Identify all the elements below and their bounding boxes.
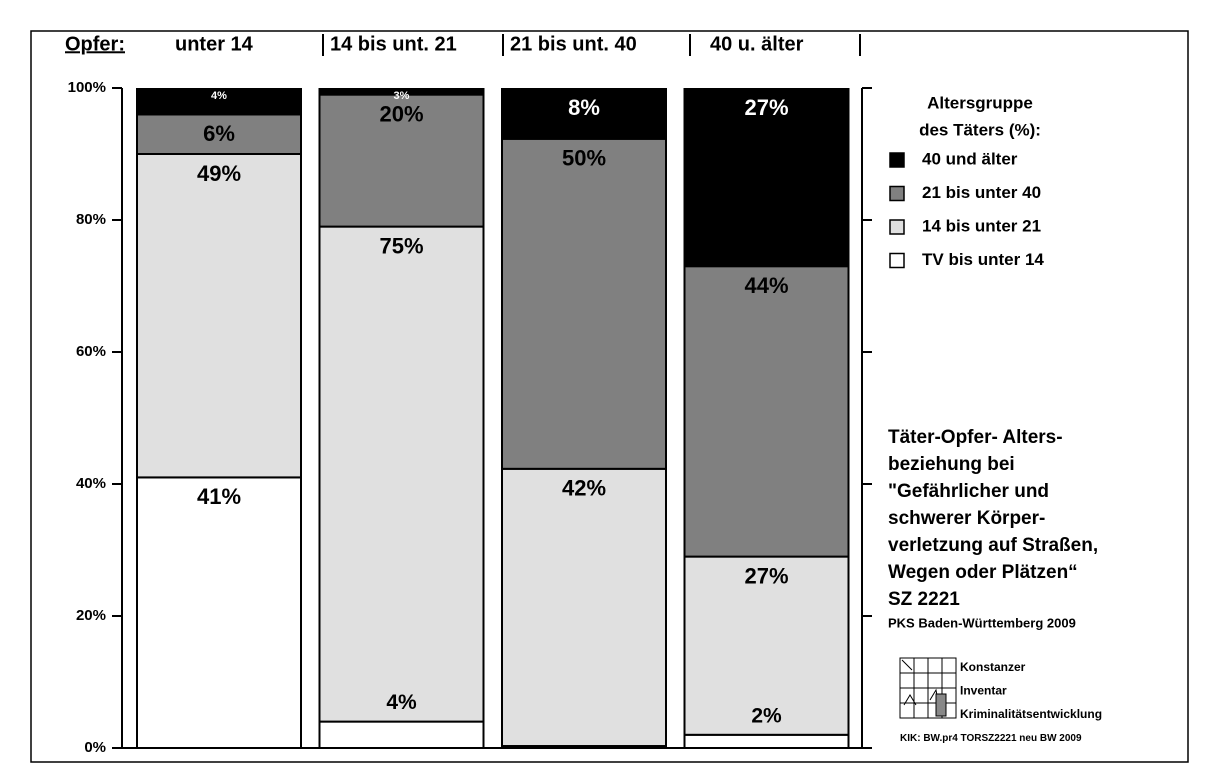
logo-text: Kriminalitätsentwicklung — [960, 707, 1102, 721]
value-label: 75% — [379, 233, 423, 258]
value-label: 50% — [562, 146, 606, 171]
legend-swatch — [889, 152, 905, 168]
value-label: 20% — [379, 101, 423, 126]
legend-swatch — [889, 252, 905, 269]
bar-segment — [683, 555, 850, 736]
value-label: 49% — [197, 161, 241, 186]
legend-label: 40 und älter — [922, 149, 1018, 168]
value-label: 42% — [562, 476, 606, 501]
bar-segment — [136, 476, 302, 748]
legend-label: 21 bis unter 40 — [922, 183, 1041, 202]
x-tick-label: unter 14 — [175, 33, 254, 55]
legend-label: TV bis unter 14 — [922, 250, 1044, 269]
y-tick-label: 100% — [68, 79, 106, 96]
legend-title: des Täters (%): — [919, 120, 1041, 139]
source: PKS Baden-Württemberg 2009 — [888, 615, 1076, 630]
logo-text: Konstanzer — [960, 660, 1026, 674]
y-tick-label: 60% — [76, 343, 106, 360]
annotation: schwerer Körper- — [888, 508, 1045, 529]
x-tick-label: 21 bis unt. 40 — [510, 33, 637, 55]
value-label: 4% — [211, 90, 227, 102]
annotation: "Gefährlicher und — [888, 481, 1049, 502]
value-label: 4% — [386, 691, 417, 714]
bar-segment — [501, 467, 667, 748]
annotation: Täter-Opfer- Alters- — [888, 427, 1063, 448]
value-label: 3% — [394, 90, 410, 102]
bar-segment — [318, 720, 485, 748]
footer-year: 2009 — [1059, 733, 1082, 744]
bar-segment — [683, 265, 850, 558]
footer: KIK: BW.pr4 TORSZ2221 neu BW 2009 — [900, 733, 1082, 744]
value-label: 27% — [744, 563, 788, 588]
value-label: 2% — [751, 704, 782, 727]
axis-title: Opfer: — [65, 33, 125, 55]
bar-segment — [136, 88, 302, 116]
bar-segment — [501, 88, 667, 140]
y-tick-label: 40% — [76, 475, 106, 492]
value-label: 44% — [744, 273, 788, 298]
value-label: 8% — [568, 95, 600, 120]
legend-label: 14 bis unter 21 — [922, 216, 1041, 235]
legend-title: Altersgruppe — [927, 93, 1033, 112]
bar-segment — [318, 93, 485, 228]
annotation: Wegen oder Plätzen“ — [888, 562, 1078, 583]
bar-segment — [501, 137, 667, 470]
bar-segment — [318, 88, 485, 96]
bar-segment — [136, 153, 302, 479]
footer-text: KIK: BW.pr4 TORSZ2221 neu BW — [900, 733, 1057, 744]
bars — [136, 88, 850, 748]
logo-text: Inventar — [960, 684, 1007, 698]
y-tick-label: 0% — [84, 739, 106, 756]
value-label: 41% — [197, 484, 241, 509]
bar-segment — [683, 88, 850, 268]
value-label: 6% — [203, 121, 235, 146]
annotation: SZ 2221 — [888, 589, 960, 610]
x-tick-label: 40 u. älter — [710, 33, 804, 55]
annotation: beziehung bei — [888, 454, 1015, 475]
y-tick-label: 20% — [76, 607, 106, 624]
logo-icon — [899, 657, 957, 719]
bar-segment — [318, 225, 485, 723]
bar-segment — [683, 733, 850, 748]
legend-swatch — [889, 219, 905, 235]
y-tick-label: 80% — [76, 211, 106, 228]
bar-segment — [136, 113, 302, 155]
annotation: verletzung auf Straßen, — [888, 535, 1098, 556]
value-label: 27% — [744, 95, 788, 120]
legend-swatch — [889, 185, 905, 202]
x-tick-label: 14 bis unt. 21 — [330, 33, 457, 55]
